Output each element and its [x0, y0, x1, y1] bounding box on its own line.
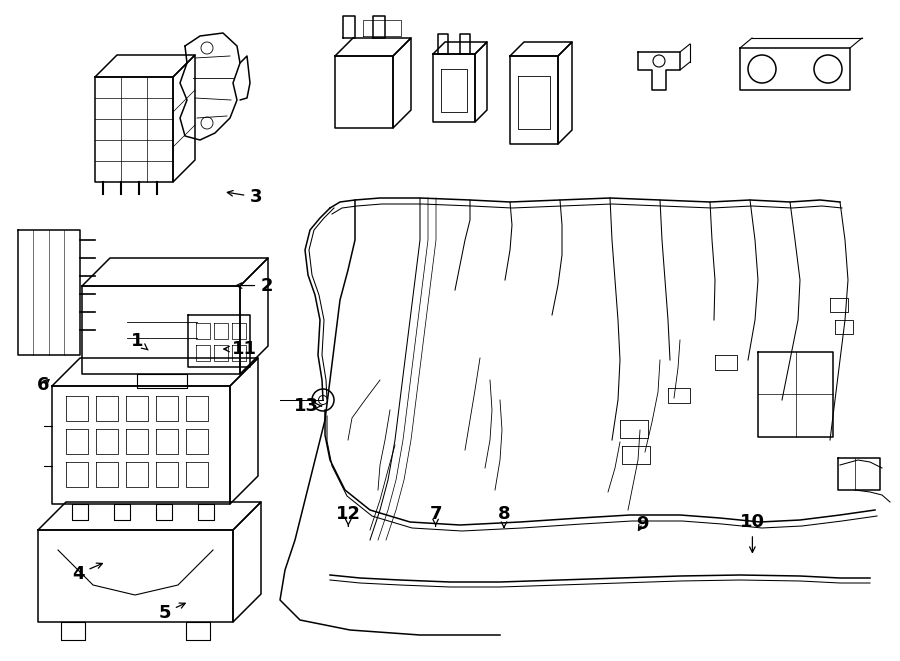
Text: 13: 13: [293, 397, 321, 415]
Text: 4: 4: [72, 563, 103, 583]
Text: 10: 10: [740, 513, 765, 553]
Text: 3: 3: [228, 188, 262, 206]
Text: 2: 2: [237, 276, 273, 295]
Text: 5: 5: [158, 603, 185, 622]
Text: 8: 8: [498, 505, 510, 527]
Text: 1: 1: [130, 332, 148, 350]
Text: 12: 12: [336, 505, 361, 526]
Text: 9: 9: [636, 514, 649, 533]
Text: 6: 6: [37, 375, 50, 394]
Text: 7: 7: [429, 505, 442, 526]
Text: 11: 11: [224, 340, 257, 358]
